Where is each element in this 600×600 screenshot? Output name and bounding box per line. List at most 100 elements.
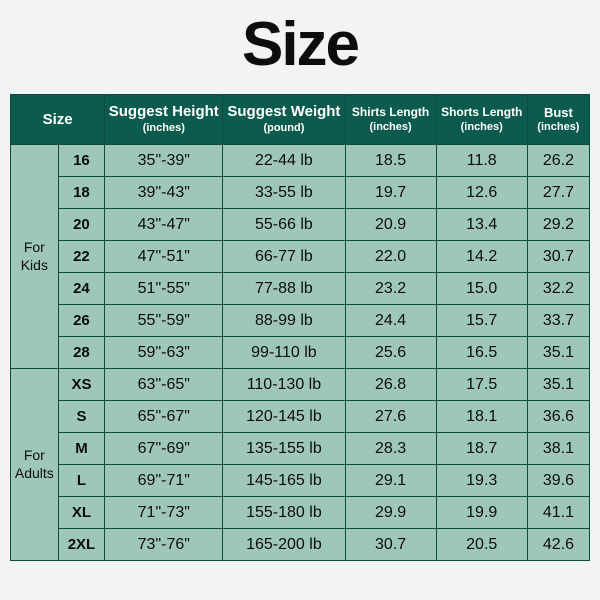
cell-size: XS	[58, 369, 105, 401]
cell-height: 35"-39"	[105, 145, 223, 177]
cell-size: 20	[58, 209, 105, 241]
cell-bust: 36.6	[527, 401, 589, 433]
cell-shorts: 13.4	[436, 209, 527, 241]
cell-bust: 41.1	[527, 497, 589, 529]
table-row: 2247"-51"66-77 lb22.014.230.7	[11, 241, 590, 273]
cell-bust: 27.7	[527, 177, 589, 209]
cell-size: XL	[58, 497, 105, 529]
cell-shirts: 20.9	[345, 209, 436, 241]
cell-shorts: 17.5	[436, 369, 527, 401]
table-row: ForKids1635"-39"22-44 lb18.511.826.2	[11, 145, 590, 177]
col-shirts: Shirts Length (inches)	[345, 95, 436, 145]
cell-shirts: 22.0	[345, 241, 436, 273]
cell-weight: 99-110 lb	[223, 337, 345, 369]
col-height: Suggest Height (inches)	[105, 95, 223, 145]
cell-bust: 30.7	[527, 241, 589, 273]
group-label: ForKids	[11, 145, 59, 369]
table-row: 2859"-63"99-110 lb25.616.535.1	[11, 337, 590, 369]
col-shorts: Shorts Length (inches)	[436, 95, 527, 145]
cell-weight: 110-130 lb	[223, 369, 345, 401]
cell-shorts: 18.7	[436, 433, 527, 465]
cell-shorts: 18.1	[436, 401, 527, 433]
cell-size: 18	[58, 177, 105, 209]
cell-bust: 35.1	[527, 369, 589, 401]
table-row: 2451"-55"77-88 lb23.215.032.2	[11, 273, 590, 305]
cell-size: 16	[58, 145, 105, 177]
cell-weight: 135-155 lb	[223, 433, 345, 465]
cell-shirts: 27.6	[345, 401, 436, 433]
cell-weight: 155-180 lb	[223, 497, 345, 529]
cell-height: 55"-59"	[105, 305, 223, 337]
table-header: Size Suggest Height (inches) Suggest Wei…	[11, 95, 590, 145]
page-title: Size	[242, 14, 358, 76]
cell-size: S	[58, 401, 105, 433]
table-row: 2655"-59"88-99 lb24.415.733.7	[11, 305, 590, 337]
cell-height: 73"-76"	[105, 529, 223, 561]
cell-shorts: 11.8	[436, 145, 527, 177]
cell-bust: 26.2	[527, 145, 589, 177]
cell-weight: 88-99 lb	[223, 305, 345, 337]
cell-bust: 42.6	[527, 529, 589, 561]
table-row: 2043"-47"55-66 lb20.913.429.2	[11, 209, 590, 241]
cell-shorts: 20.5	[436, 529, 527, 561]
cell-size: M	[58, 433, 105, 465]
cell-bust: 39.6	[527, 465, 589, 497]
cell-height: 39"-43"	[105, 177, 223, 209]
cell-weight: 33-55 lb	[223, 177, 345, 209]
cell-height: 67"-69"	[105, 433, 223, 465]
table-row: S65"-67"120-145 lb27.618.136.6	[11, 401, 590, 433]
cell-shirts: 24.4	[345, 305, 436, 337]
cell-shorts: 16.5	[436, 337, 527, 369]
cell-height: 69"-71"	[105, 465, 223, 497]
cell-shirts: 30.7	[345, 529, 436, 561]
cell-size: L	[58, 465, 105, 497]
col-bust: Bust (inches)	[527, 95, 589, 145]
cell-height: 59"-63"	[105, 337, 223, 369]
group-label: ForAdults	[11, 369, 59, 561]
cell-weight: 120-145 lb	[223, 401, 345, 433]
cell-size: 24	[58, 273, 105, 305]
cell-height: 71"-73"	[105, 497, 223, 529]
cell-shorts: 15.0	[436, 273, 527, 305]
cell-shirts: 18.5	[345, 145, 436, 177]
cell-height: 43"-47"	[105, 209, 223, 241]
cell-shorts: 19.9	[436, 497, 527, 529]
cell-weight: 66-77 lb	[223, 241, 345, 273]
cell-bust: 32.2	[527, 273, 589, 305]
table-row: M67"-69"135-155 lb28.318.738.1	[11, 433, 590, 465]
col-weight: Suggest Weight (pound)	[223, 95, 345, 145]
cell-height: 51"-55"	[105, 273, 223, 305]
size-table: Size Suggest Height (inches) Suggest Wei…	[10, 94, 590, 561]
table-row: 1839"-43"33-55 lb19.712.627.7	[11, 177, 590, 209]
cell-height: 65"-67"	[105, 401, 223, 433]
cell-bust: 38.1	[527, 433, 589, 465]
cell-bust: 33.7	[527, 305, 589, 337]
cell-size: 28	[58, 337, 105, 369]
cell-height: 47"-51"	[105, 241, 223, 273]
table-row: ForAdultsXS63"-65"110-130 lb26.817.535.1	[11, 369, 590, 401]
cell-size: 22	[58, 241, 105, 273]
col-size: Size	[11, 95, 105, 145]
cell-weight: 145-165 lb	[223, 465, 345, 497]
table-row: L69"-71"145-165 lb29.119.339.6	[11, 465, 590, 497]
cell-shirts: 28.3	[345, 433, 436, 465]
table-row: XL71"-73"155-180 lb29.919.941.1	[11, 497, 590, 529]
cell-shirts: 29.9	[345, 497, 436, 529]
cell-shirts: 29.1	[345, 465, 436, 497]
cell-weight: 22-44 lb	[223, 145, 345, 177]
cell-shirts: 23.2	[345, 273, 436, 305]
cell-weight: 165-200 lb	[223, 529, 345, 561]
cell-shorts: 12.6	[436, 177, 527, 209]
cell-shorts: 14.2	[436, 241, 527, 273]
cell-weight: 77-88 lb	[223, 273, 345, 305]
cell-bust: 35.1	[527, 337, 589, 369]
cell-size: 2XL	[58, 529, 105, 561]
cell-height: 63"-65"	[105, 369, 223, 401]
cell-bust: 29.2	[527, 209, 589, 241]
cell-shirts: 19.7	[345, 177, 436, 209]
cell-shirts: 25.6	[345, 337, 436, 369]
cell-weight: 55-66 lb	[223, 209, 345, 241]
cell-size: 26	[58, 305, 105, 337]
cell-shorts: 15.7	[436, 305, 527, 337]
cell-shorts: 19.3	[436, 465, 527, 497]
